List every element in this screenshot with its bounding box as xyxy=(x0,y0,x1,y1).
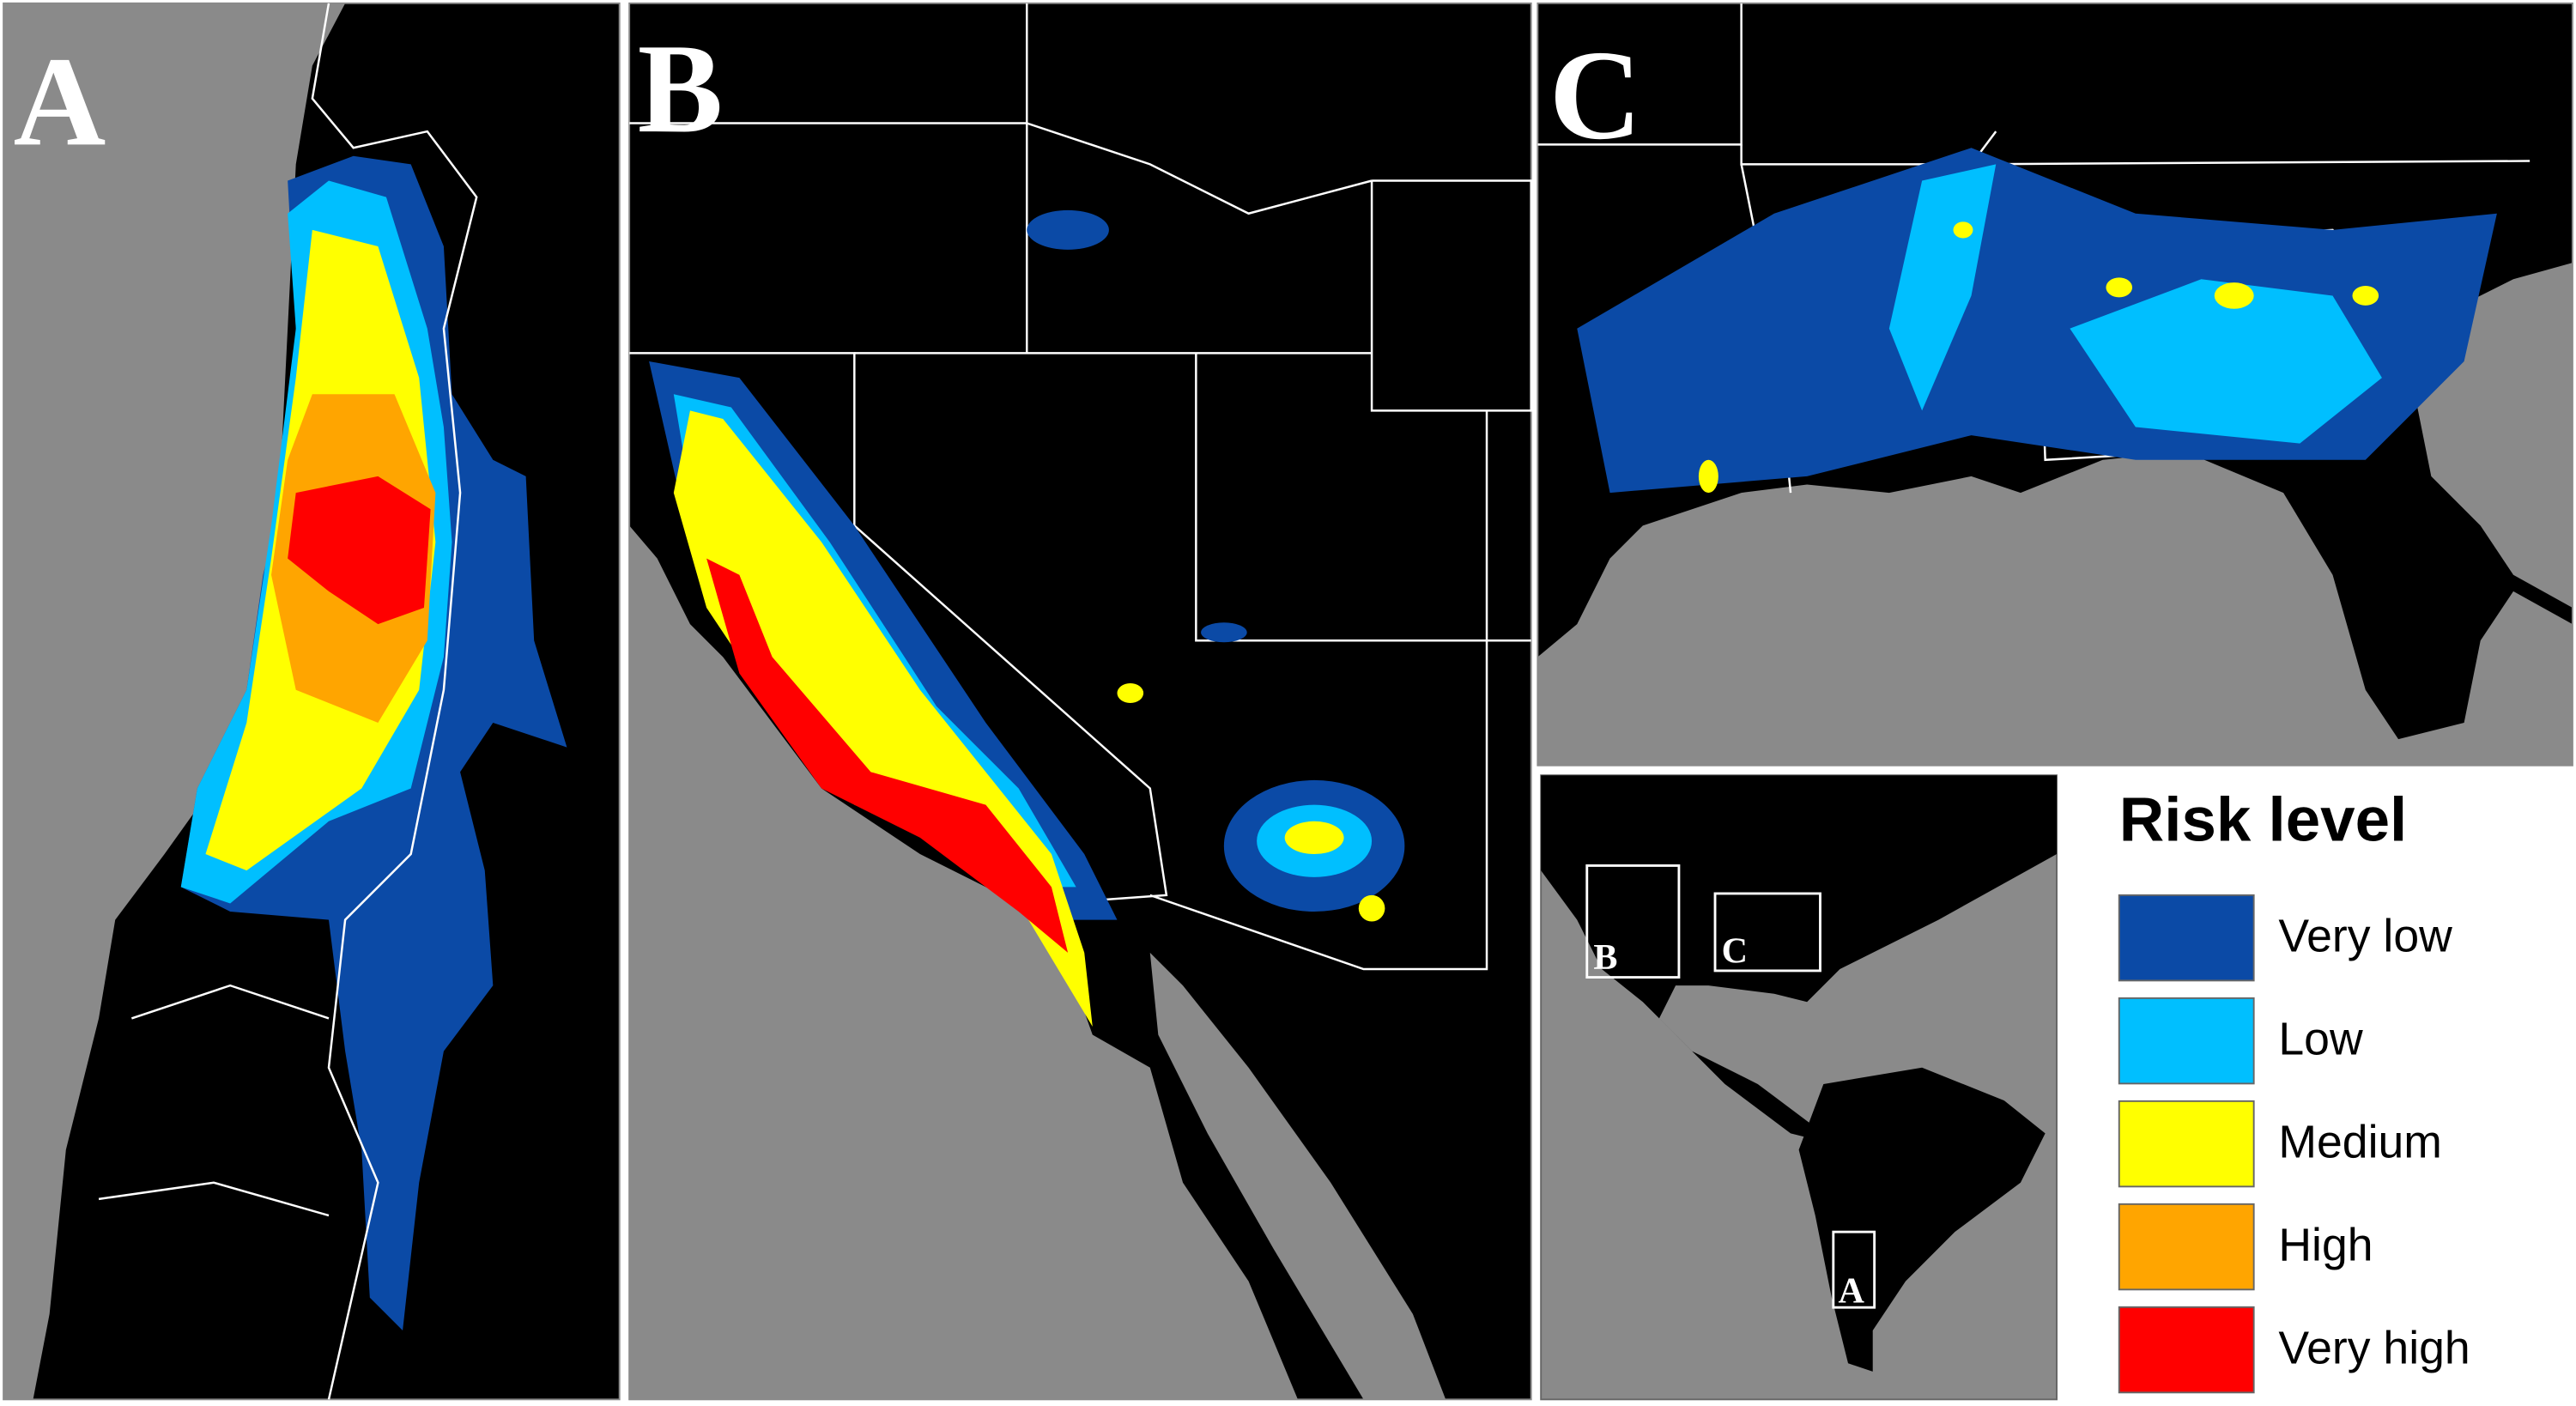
legend-swatch xyxy=(2118,1100,2255,1188)
risk-area xyxy=(2070,279,2382,444)
gulf xyxy=(1149,952,1446,1400)
panel-label: A xyxy=(14,31,106,173)
legend: Risk level Very low Low Medium High Very hig… xyxy=(2118,785,2470,1394)
border xyxy=(1971,160,2531,166)
land xyxy=(1541,775,2058,1150)
legend-swatch xyxy=(2118,1203,2255,1291)
panel-label: C xyxy=(1549,25,1642,167)
legend-swatch xyxy=(2118,894,2255,982)
border xyxy=(311,3,478,1400)
legend-title: Risk level xyxy=(2119,785,2407,855)
legend-label: High xyxy=(2278,1221,2373,1271)
panel-c: C xyxy=(1537,2,2573,767)
inset-map: B C A xyxy=(1540,774,2058,1401)
risk-area xyxy=(2352,285,2379,306)
border xyxy=(1370,179,1532,412)
risk-area xyxy=(2106,277,2133,298)
inset-label: C xyxy=(1722,930,1748,971)
border xyxy=(1195,353,1531,642)
panel-b: B xyxy=(628,2,1532,1401)
land xyxy=(1798,1067,2046,1372)
border xyxy=(1026,3,1373,215)
border xyxy=(130,984,330,1020)
legend-swatch xyxy=(2118,1306,2255,1394)
risk-area xyxy=(1117,683,1144,703)
inset-box xyxy=(1832,1230,1876,1309)
risk-area xyxy=(1201,622,1247,643)
inset-box xyxy=(1585,864,1681,979)
legend-swatch xyxy=(2118,997,2255,1085)
risk-area xyxy=(1953,221,1973,239)
border xyxy=(1740,130,1997,166)
border xyxy=(629,352,1168,905)
risk-area xyxy=(2214,282,2254,309)
border xyxy=(98,1181,330,1217)
inset-label: B xyxy=(1593,937,1617,978)
risk-area xyxy=(1698,459,1718,494)
panel-a: A xyxy=(3,2,621,1401)
legend-label: Medium xyxy=(2278,1118,2442,1168)
inset-label: A xyxy=(1839,1270,1865,1311)
inset-box xyxy=(1713,892,1821,973)
risk-area xyxy=(1284,821,1344,855)
ocean xyxy=(1537,451,2573,766)
ocean xyxy=(629,525,1298,1400)
ocean xyxy=(3,3,346,1400)
legend-label: Low xyxy=(2278,1015,2363,1065)
risk-area xyxy=(1027,209,1109,250)
risk-area xyxy=(1358,894,1385,922)
border xyxy=(1149,410,1488,971)
panel-label: B xyxy=(638,18,724,160)
legend-label: Very low xyxy=(2278,912,2452,962)
risk-area xyxy=(288,476,431,625)
risk-area xyxy=(706,558,1069,953)
legend-label: Very high xyxy=(2278,1324,2470,1374)
